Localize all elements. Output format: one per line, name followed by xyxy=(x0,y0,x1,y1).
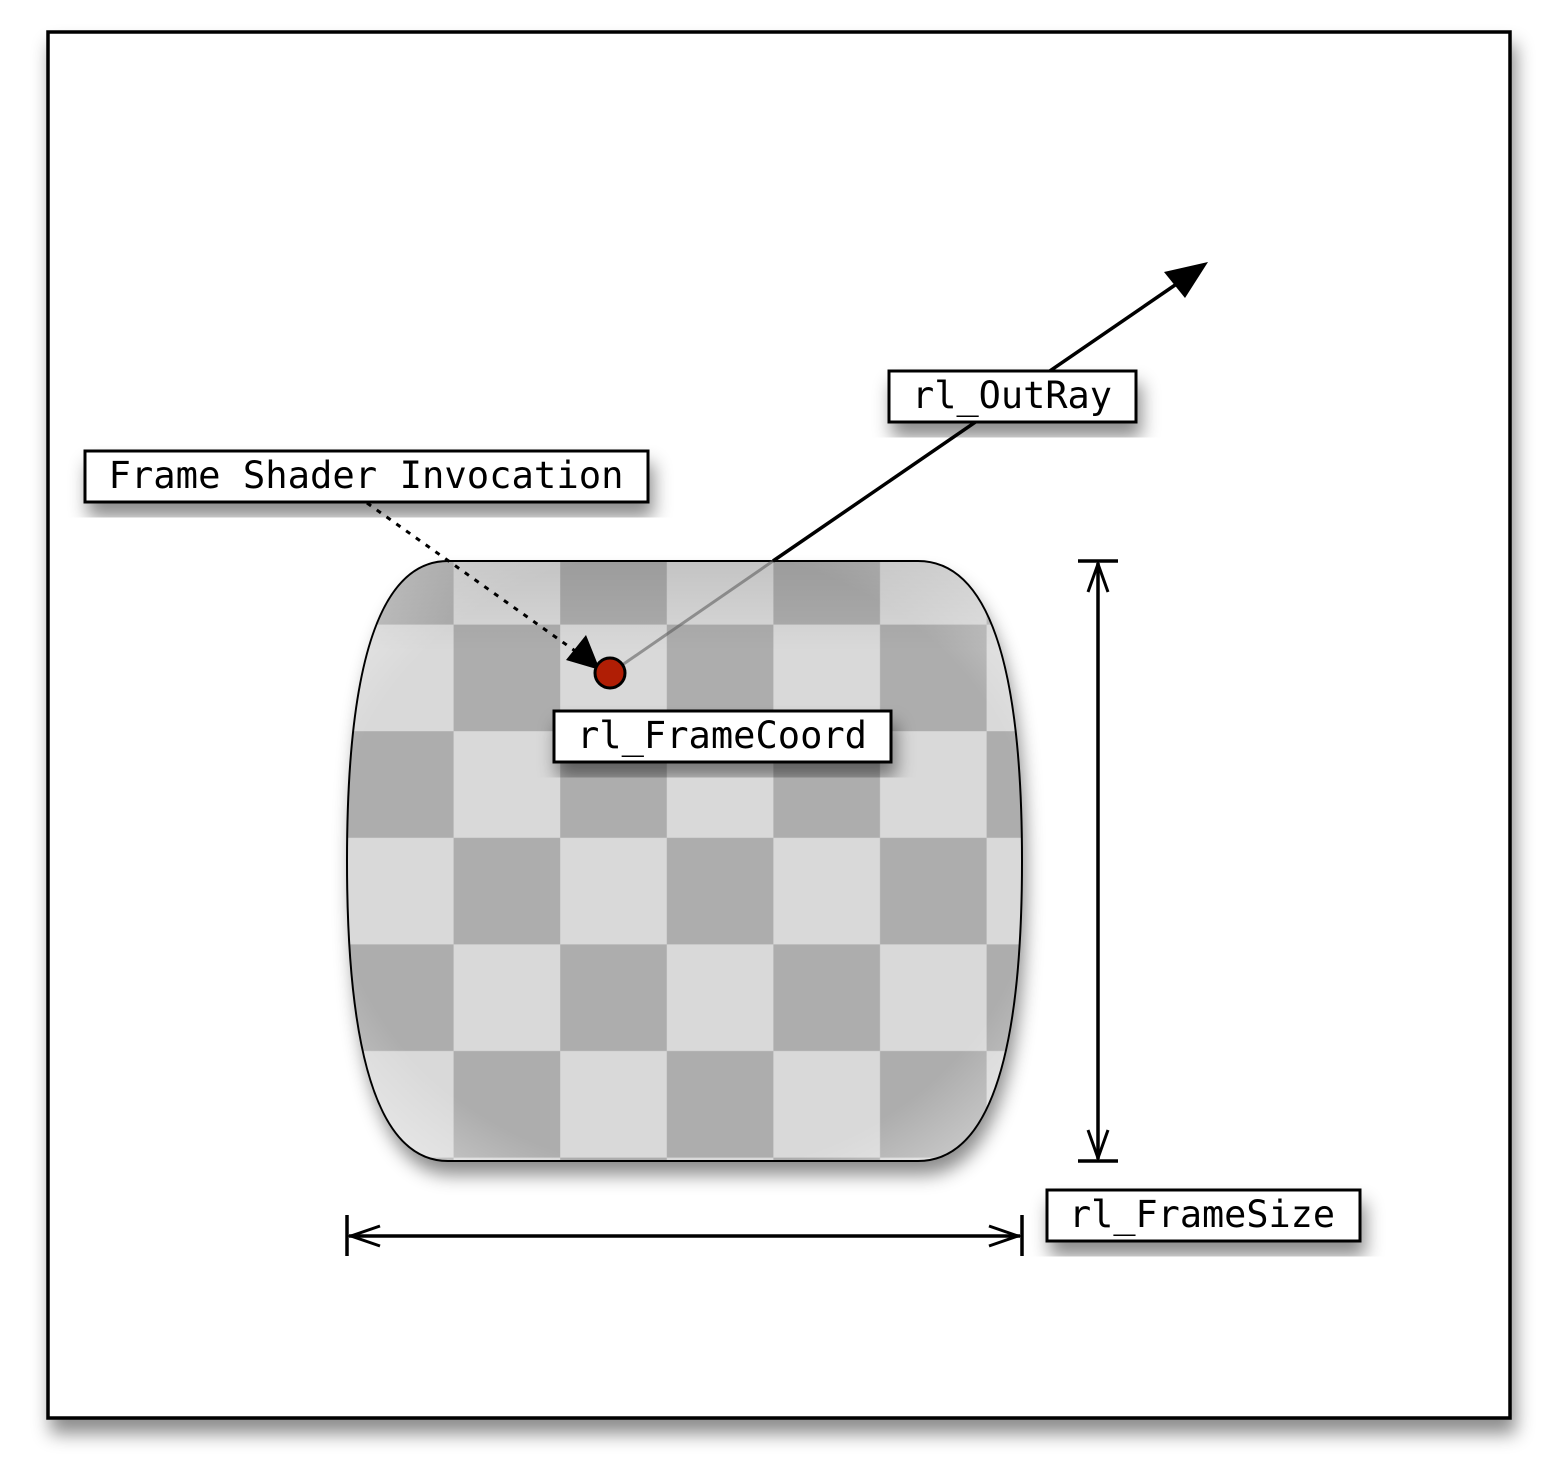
frame-surface xyxy=(345,560,1024,1162)
frame-width-dimension xyxy=(345,1215,1024,1256)
height-top-arrowhead xyxy=(1086,559,1110,593)
height-bottom-arrowhead xyxy=(1086,1129,1110,1163)
invocation-label-text: Frame Shader Invocation xyxy=(109,454,624,497)
frame-coord-label-text: rl_FrameCoord xyxy=(577,714,867,758)
invocation-arrow-head xyxy=(566,635,600,670)
invocation-label: Frame Shader Invocation xyxy=(83,449,650,504)
width-left-arrowhead xyxy=(346,1224,381,1248)
frame-coord-label: rl_FrameCoord xyxy=(552,709,893,764)
frame-shape-outline xyxy=(345,560,1024,1162)
out-ray-label-text: rl_OutRay xyxy=(912,374,1112,418)
out-ray-inner-segment xyxy=(611,559,774,674)
frame-height-dimension xyxy=(1078,559,1118,1163)
frame-coord-point xyxy=(593,656,627,690)
checkerboard-top-shade xyxy=(347,561,1022,1161)
frame-size-label-text: rl_FrameSize xyxy=(1069,1193,1335,1237)
invocation-label-box xyxy=(83,449,650,504)
frame-coord-label-box xyxy=(552,709,893,764)
width-right-arrowhead xyxy=(988,1224,1023,1248)
out-ray-arrow-head xyxy=(1164,262,1208,298)
frame-size-label: rl_FrameSize xyxy=(1045,1188,1362,1243)
frame-size-label-box xyxy=(1045,1188,1362,1243)
out-ray-label: rl_OutRay xyxy=(887,369,1138,424)
out-ray-label-box xyxy=(887,369,1138,424)
